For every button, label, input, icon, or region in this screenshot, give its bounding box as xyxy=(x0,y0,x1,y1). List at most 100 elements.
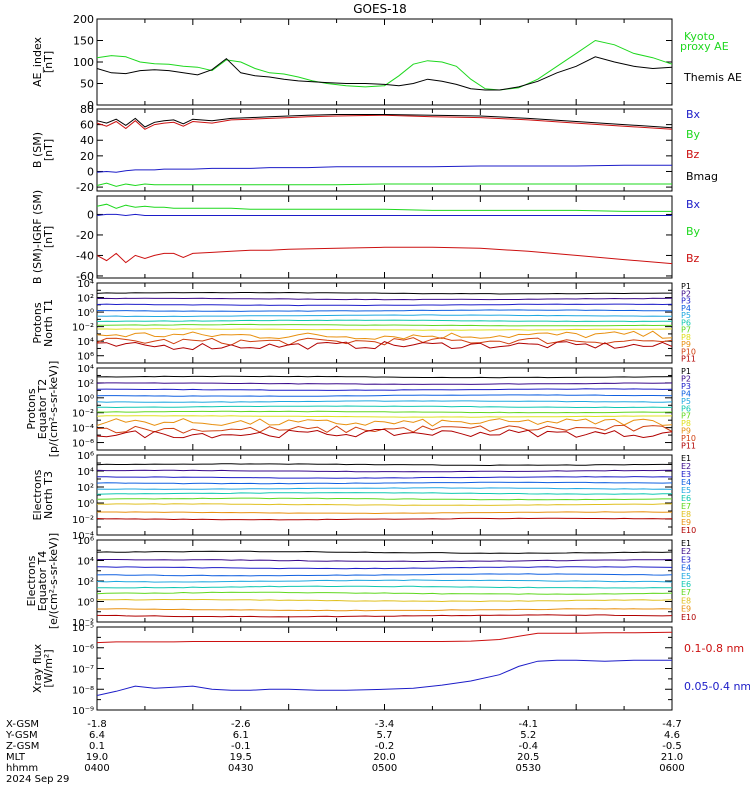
y-tick-label: 10⁶ xyxy=(77,536,94,547)
x-value-hhmm: 0400 xyxy=(84,763,109,774)
channel-line-e4 xyxy=(96,573,673,577)
legend-e4: E4 xyxy=(681,564,691,573)
y-axis-label: North T1 xyxy=(42,299,55,347)
y-axis-label: AE_index xyxy=(31,36,44,87)
y-tick-label: 10⁻⁷ xyxy=(72,665,94,676)
legend-e6: E6 xyxy=(681,580,691,589)
legend-e6: E6 xyxy=(681,494,691,503)
legend-p1: P1 xyxy=(681,282,691,291)
y-tick-label: 10⁶ xyxy=(77,451,94,462)
legend-xray-short: 0.05-0.4 nm xyxy=(684,680,750,693)
y-tick-label: 10⁴ xyxy=(77,557,94,568)
channel-line-e10 xyxy=(96,614,673,618)
y-tick-label: 10² xyxy=(77,483,94,494)
channel-line-p11 xyxy=(96,429,673,439)
y-tick-label: 10² xyxy=(77,294,94,305)
y-tick-label: 10⁻⁸ xyxy=(72,685,94,696)
y-axis-label: Protons xyxy=(25,388,38,429)
x-value-z_gsm: -0.4 xyxy=(518,741,538,752)
legend-p4: P4 xyxy=(681,304,691,313)
series-line-themis-ae xyxy=(96,56,673,91)
y-tick-label: 10⁴ xyxy=(77,337,94,348)
y-axis-label: North T3 xyxy=(42,471,55,519)
legend-p2: P2 xyxy=(681,289,691,298)
channel-line-p10 xyxy=(96,424,673,434)
series-line-bz xyxy=(96,114,673,130)
x-value-mlt: 20.5 xyxy=(517,752,539,763)
y-axis-label: B (SM)-IGRF (SM) xyxy=(31,190,44,284)
y-tick-label: 10⁻⁶ xyxy=(72,644,94,655)
x-value-y_gsm: 6.4 xyxy=(89,730,105,741)
channel-line-e1 xyxy=(96,550,673,554)
y-tick-label: 40 xyxy=(80,134,94,147)
y-tick-label: 20 xyxy=(80,150,94,163)
channel-line-p4 xyxy=(96,394,673,397)
legend-p3: P3 xyxy=(681,297,691,306)
y-tick-label: 0 xyxy=(87,208,94,221)
legend-p4: P4 xyxy=(681,389,691,398)
legend-bx-igrf: Bx xyxy=(686,198,701,211)
panel-frame xyxy=(96,282,673,364)
legend-e3: E3 xyxy=(681,555,691,564)
channel-line-e4 xyxy=(96,481,673,485)
legend-p2: P2 xyxy=(681,374,691,383)
channel-line-e5 xyxy=(96,487,673,490)
y-axis-label: [p/(cm²-s-sr-keV)] xyxy=(47,361,60,458)
legend-p9: P9 xyxy=(681,427,691,436)
x-value-x_gsm: -2.6 xyxy=(231,719,251,730)
channel-line-p6 xyxy=(96,405,672,409)
legend-by-igrf: By xyxy=(686,225,701,238)
legend-e9: E9 xyxy=(681,518,691,527)
series-line-by xyxy=(96,182,672,187)
legend-p5: P5 xyxy=(681,397,691,406)
panel-ae: 0 50 100 150 200 AE_index[nT] xyxy=(31,13,673,112)
channel-line-p3 xyxy=(96,388,673,391)
y-tick-label: 10⁰ xyxy=(77,394,94,405)
channel-line-e8 xyxy=(96,503,672,506)
series-line-bx xyxy=(96,164,672,173)
legend-p6: P6 xyxy=(681,318,691,327)
legend-e2: E2 xyxy=(681,462,691,471)
legend-e5: E5 xyxy=(681,572,691,581)
channel-line-p9 xyxy=(96,418,673,427)
legend-e8: E8 xyxy=(681,510,691,519)
legend-proxy-ae: proxy AE xyxy=(680,40,729,53)
x-value-z_gsm: 0.1 xyxy=(89,741,105,752)
x-value-mlt: 19.5 xyxy=(230,752,252,763)
channel-line-p11 xyxy=(96,341,673,351)
x-value-z_gsm: -0.5 xyxy=(662,741,682,752)
legend-p9: P9 xyxy=(681,340,691,349)
channel-line-e2 xyxy=(96,469,673,473)
plot-title: GOES-18 xyxy=(353,2,407,16)
channel-line-e5 xyxy=(96,579,673,583)
x-row-label: 2024 Sep 29 xyxy=(6,774,69,785)
y-tick-label: 10⁰ xyxy=(77,499,94,510)
series-line-bz xyxy=(96,246,673,265)
legend-p11: P11 xyxy=(681,355,696,364)
legend-kyoto: Kyoto xyxy=(684,30,715,43)
y-axis-label: Electrons xyxy=(25,555,38,606)
x-row-label: hhmm xyxy=(6,763,38,774)
x-value-hhmm: 0500 xyxy=(372,763,397,774)
y-tick-label: -20 xyxy=(76,181,94,194)
channel-line-p7 xyxy=(97,323,672,327)
channel-line-p3 xyxy=(96,303,673,307)
y-tick-label: 10² xyxy=(77,379,94,390)
legend-p7: P7 xyxy=(681,326,691,335)
x-value-y_gsm: 4.6 xyxy=(664,730,680,741)
legend-bmag: Bmag xyxy=(686,170,718,183)
x-row-label: X-GSM xyxy=(6,719,39,730)
channel-line-e8 xyxy=(96,598,673,603)
y-tick-label: 10⁴ xyxy=(77,279,94,290)
y-tick-label: 10⁻⁴ xyxy=(72,531,94,542)
panel-xray: 10⁻⁹ 10⁻⁸ 10⁻⁷ 10⁻⁶ 10⁻⁵ Xray flux[W/m²] xyxy=(31,623,673,717)
legend-p5: P5 xyxy=(681,311,691,320)
series-line-by xyxy=(96,203,672,212)
legend-e5: E5 xyxy=(681,486,691,495)
series-line-0-1-0-8-nm xyxy=(96,631,673,644)
channel-line-p6 xyxy=(96,319,673,323)
